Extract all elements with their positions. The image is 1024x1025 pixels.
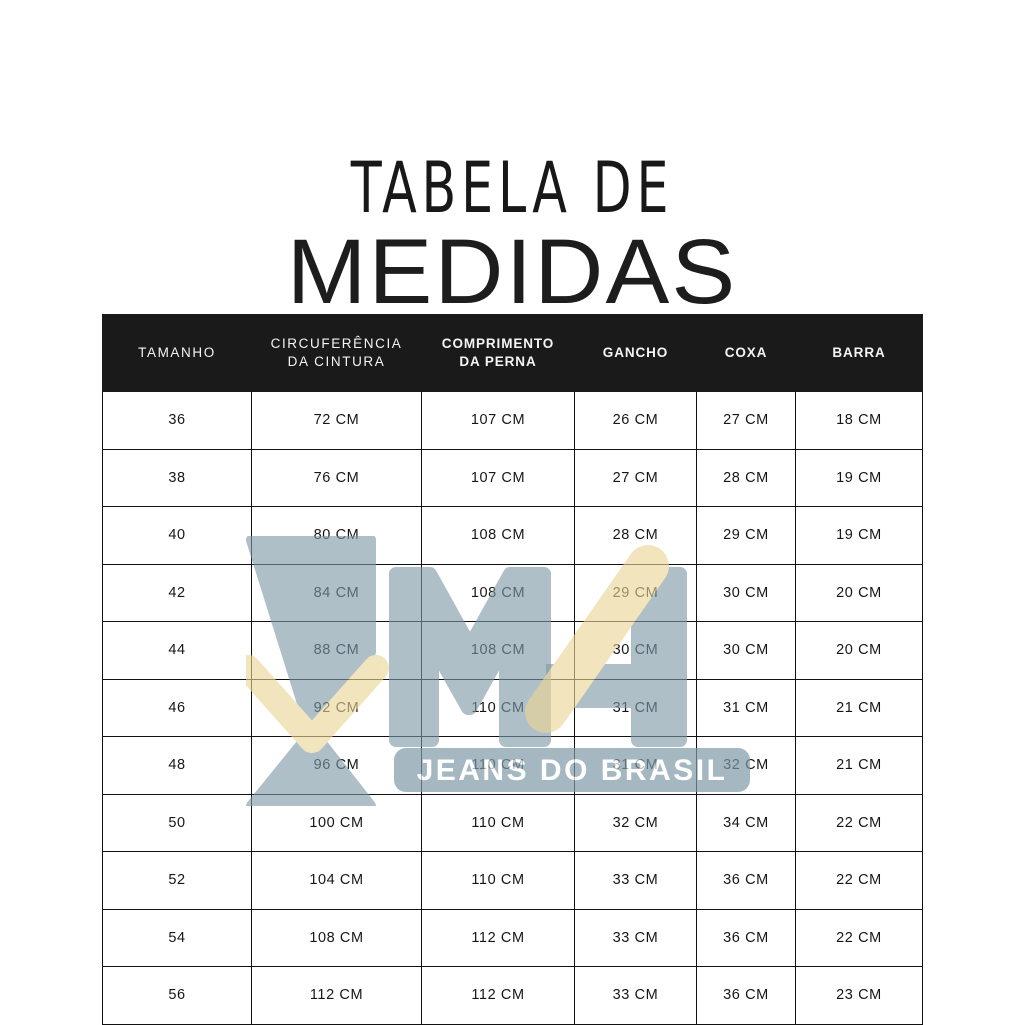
table-row: 38 76 CM 107 CM 27 CM 28 CM 19 CM bbox=[102, 448, 923, 507]
cell-coxa: 28 CM bbox=[696, 448, 796, 507]
cell-barra: 20 CM bbox=[795, 621, 923, 680]
cell-tamanho: 38 bbox=[102, 448, 252, 507]
cell-cintura: 72 CM bbox=[251, 391, 422, 450]
cell-perna: 108 CM bbox=[421, 621, 575, 680]
cell-gancho: 26 CM bbox=[574, 391, 697, 450]
cell-cintura: 100 CM bbox=[251, 793, 422, 852]
cell-barra: 22 CM bbox=[795, 793, 923, 852]
column-header-comprimento-da-perna: COMPRIMENTO DA PERNA bbox=[421, 314, 575, 392]
cell-perna: 110 CM bbox=[421, 851, 575, 910]
column-header-line-2: DA PERNA bbox=[459, 354, 537, 369]
cell-perna: 110 CM bbox=[421, 736, 575, 795]
table-body: 36 72 CM 107 CM 26 CM 27 CM 18 CM 38 76 CM 107 C… bbox=[102, 391, 923, 1025]
table-row: 36 72 CM 107 CM 26 CM 27 CM 18 CM bbox=[102, 391, 923, 450]
cell-perna: 112 CM bbox=[421, 908, 575, 967]
cell-barra: 19 CM bbox=[795, 448, 923, 507]
cell-cintura: 76 CM bbox=[251, 448, 422, 507]
column-header-line-1: CIRCUFERÊNCIA bbox=[270, 336, 403, 351]
table-row: 40 80 CM 108 CM 28 CM 29 CM 19 CM bbox=[102, 506, 923, 565]
cell-gancho: 33 CM bbox=[574, 966, 697, 1025]
table-row: 50 100 CM 110 CM 32 CM 34 CM 22 CM bbox=[102, 793, 923, 852]
cell-perna: 108 CM bbox=[421, 563, 575, 622]
cell-perna: 108 CM bbox=[421, 506, 575, 565]
size-measurements-table: TAMANHO CIRCUFERÊNCIA DA CINTURA COMPRIM… bbox=[102, 314, 923, 1025]
cell-gancho: 27 CM bbox=[574, 448, 697, 507]
cell-perna: 110 CM bbox=[421, 678, 575, 737]
cell-tamanho: 48 bbox=[102, 736, 252, 795]
cell-barra: 21 CM bbox=[795, 678, 923, 737]
cell-gancho: 30 CM bbox=[574, 621, 697, 680]
cell-perna: 107 CM bbox=[421, 448, 575, 507]
column-header-tamanho: TAMANHO bbox=[102, 314, 252, 392]
table-row: 48 96 CM 110 CM 31 CM 32 CM 21 CM bbox=[102, 736, 923, 795]
column-header-coxa: COXA bbox=[696, 314, 796, 392]
cell-gancho: 28 CM bbox=[574, 506, 697, 565]
cell-tamanho: 50 bbox=[102, 793, 252, 852]
cell-cintura: 84 CM bbox=[251, 563, 422, 622]
table-row: 52 104 CM 110 CM 33 CM 36 CM 22 CM bbox=[102, 851, 923, 910]
column-header-barra: BARRA bbox=[795, 314, 923, 392]
cell-tamanho: 36 bbox=[102, 391, 252, 450]
column-header-line-1: COMPRIMENTO bbox=[441, 336, 555, 351]
table-row: 44 88 CM 108 CM 30 CM 30 CM 20 CM bbox=[102, 621, 923, 680]
page-title: TABELA DE MEDIDAS bbox=[0, 150, 1024, 318]
cell-coxa: 29 CM bbox=[696, 506, 796, 565]
cell-gancho: 29 CM bbox=[574, 563, 697, 622]
cell-coxa: 31 CM bbox=[696, 678, 796, 737]
table-row: 56 112 CM 112 CM 33 CM 36 CM 23 CM bbox=[102, 966, 923, 1025]
cell-barra: 19 CM bbox=[795, 506, 923, 565]
cell-gancho: 31 CM bbox=[574, 736, 697, 795]
table-header-row: TAMANHO CIRCUFERÊNCIA DA CINTURA COMPRIM… bbox=[102, 314, 923, 392]
cell-cintura: 104 CM bbox=[251, 851, 422, 910]
cell-tamanho: 40 bbox=[102, 506, 252, 565]
cell-coxa: 27 CM bbox=[696, 391, 796, 450]
cell-barra: 20 CM bbox=[795, 563, 923, 622]
cell-tamanho: 44 bbox=[102, 621, 252, 680]
cell-cintura: 112 CM bbox=[251, 966, 422, 1025]
cell-gancho: 32 CM bbox=[574, 793, 697, 852]
cell-tamanho: 46 bbox=[102, 678, 252, 737]
cell-coxa: 30 CM bbox=[696, 621, 796, 680]
column-header-line-2: DA CINTURA bbox=[287, 354, 386, 369]
cell-coxa: 36 CM bbox=[696, 966, 796, 1025]
cell-barra: 22 CM bbox=[795, 851, 923, 910]
table-row: 54 108 CM 112 CM 33 CM 36 CM 22 CM bbox=[102, 908, 923, 967]
cell-tamanho: 54 bbox=[102, 908, 252, 967]
cell-barra: 18 CM bbox=[795, 391, 923, 450]
cell-coxa: 32 CM bbox=[696, 736, 796, 795]
table-row: 46 92 CM 110 CM 31 CM 31 CM 21 CM bbox=[102, 678, 923, 737]
cell-barra: 23 CM bbox=[795, 966, 923, 1025]
cell-tamanho: 56 bbox=[102, 966, 252, 1025]
cell-barra: 22 CM bbox=[795, 908, 923, 967]
cell-gancho: 33 CM bbox=[574, 851, 697, 910]
cell-perna: 107 CM bbox=[421, 391, 575, 450]
cell-cintura: 108 CM bbox=[251, 908, 422, 967]
cell-perna: 112 CM bbox=[421, 966, 575, 1025]
table-row: 42 84 CM 108 CM 29 CM 30 CM 20 CM bbox=[102, 563, 923, 622]
cell-cintura: 92 CM bbox=[251, 678, 422, 737]
column-header-gancho: GANCHO bbox=[574, 314, 697, 392]
column-header-circuferencia-da-cintura: CIRCUFERÊNCIA DA CINTURA bbox=[251, 314, 422, 392]
cell-cintura: 88 CM bbox=[251, 621, 422, 680]
cell-coxa: 30 CM bbox=[696, 563, 796, 622]
cell-coxa: 34 CM bbox=[696, 793, 796, 852]
cell-gancho: 31 CM bbox=[574, 678, 697, 737]
cell-coxa: 36 CM bbox=[696, 851, 796, 910]
page-title-line-2: MEDIDAS bbox=[286, 221, 738, 323]
cell-coxa: 36 CM bbox=[696, 908, 796, 967]
cell-barra: 21 CM bbox=[795, 736, 923, 795]
cell-gancho: 33 CM bbox=[574, 908, 697, 967]
cell-tamanho: 52 bbox=[102, 851, 252, 910]
cell-cintura: 96 CM bbox=[251, 736, 422, 795]
cell-perna: 110 CM bbox=[421, 793, 575, 852]
page-title-line-1: TABELA DE bbox=[350, 146, 674, 230]
cell-cintura: 80 CM bbox=[251, 506, 422, 565]
cell-tamanho: 42 bbox=[102, 563, 252, 622]
